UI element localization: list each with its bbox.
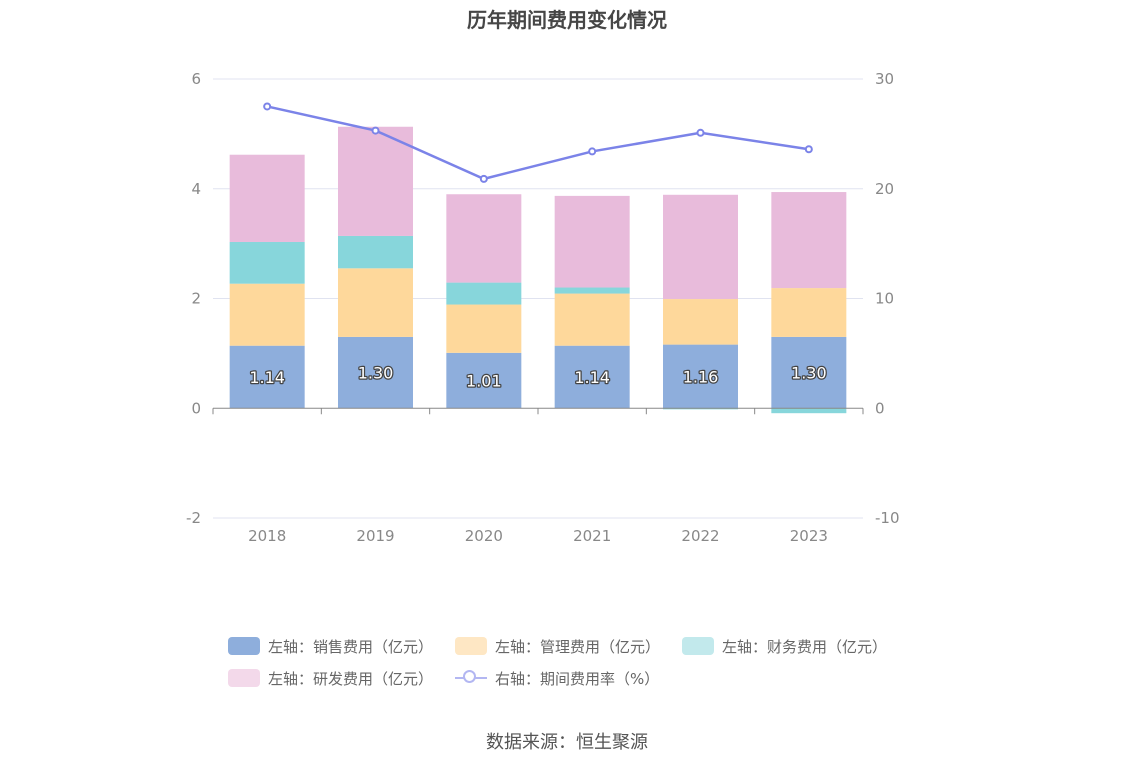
bar-segment (446, 352, 522, 409)
y-right-tick-label: 10 (875, 290, 894, 308)
y-right-tick-label: 20 (875, 180, 894, 198)
bar-segment (446, 282, 522, 305)
bar-segment (338, 235, 413, 269)
bar-series (229, 126, 847, 414)
data-labels: 1.14 1.30 1.01 1.14 1.16 1.30 (248, 362, 828, 391)
bar-segment (771, 408, 847, 414)
bar-segment (229, 241, 305, 284)
legend-label-sales: 左轴：销售费用（亿元） (268, 637, 434, 656)
bar-segment (554, 293, 630, 346)
legend-item-rnd[interactable]: 左轴：研发费用（亿元） (228, 668, 433, 689)
x-tick-label: 2019 (356, 527, 394, 545)
y-left-tick-label: 0 (191, 399, 201, 417)
bar-segment (771, 336, 847, 409)
legend-item-sales[interactable]: 左轴：销售费用（亿元） (228, 636, 433, 657)
legend-item-finance[interactable]: 左轴：财务费用（亿元） (682, 636, 887, 657)
bar-segment (554, 195, 630, 288)
grid-lines (213, 78, 863, 519)
x-tick-label: 2021 (573, 527, 611, 545)
bar-segment (229, 283, 305, 346)
x-tick-label: 2020 (465, 527, 503, 545)
legend-swatch-sales (228, 637, 260, 655)
legend-label-admin: 左轴：管理费用（亿元） (495, 637, 661, 656)
bar-segment (338, 126, 413, 236)
bar-segment (446, 194, 522, 283)
bar-value-label: 1.30 (791, 364, 827, 383)
bar-value-label: 1.30 (358, 364, 394, 383)
x-tick-label: 2023 (790, 527, 828, 545)
legend-swatch-admin (455, 637, 488, 655)
axes: -2 -10 0 0 2 10 4 20 6 30 2018 2019 2020 2021 2022 2023 (186, 70, 899, 545)
bar-value-label: 1.01 (466, 372, 502, 391)
legend-label-finance: 左轴：财务费用（亿元） (722, 637, 888, 656)
bar-segment (229, 154, 305, 242)
bar-segment (663, 408, 738, 410)
data-source: 数据来源：恒生聚源 (486, 732, 648, 753)
rate-point (263, 102, 272, 111)
x-tick-label: 2022 (681, 527, 719, 545)
bar-value-label: 1.16 (683, 367, 719, 386)
y-left-tick-label: 4 (191, 180, 201, 198)
bar-segment (554, 287, 630, 294)
bar-segment (229, 345, 305, 409)
y-right-tick-label: 0 (875, 399, 885, 417)
legend-item-admin[interactable]: 左轴：管理费用（亿元） (455, 636, 660, 657)
rate-line-series (263, 102, 813, 183)
legend-swatch-finance (682, 637, 715, 655)
y-right-tick-label: 30 (875, 70, 894, 88)
bar-segment (446, 304, 522, 353)
chart-plot: -2 -10 0 0 2 10 4 20 6 30 2018 2019 2020 2021 2022 2023… (186, 70, 899, 545)
legend: 左轴：销售费用（亿元） 左轴：管理费用（亿元） 左轴：财务费用（亿元） 左轴：研… (228, 630, 928, 694)
y-left-tick-label: -2 (186, 509, 201, 527)
y-left-tick-label: 2 (191, 290, 201, 308)
rate-line (266, 105, 810, 181)
legend-label-rate: 右轴：期间费用率（%） (495, 669, 660, 688)
legend-item-rate[interactable]: 右轴：期间费用率（%） (455, 668, 659, 689)
rate-point (804, 145, 813, 154)
chart-title: 历年期间费用变化情况 (467, 8, 667, 32)
bar-segment (338, 336, 413, 409)
rate-point (696, 128, 705, 137)
rate-point (479, 174, 488, 183)
y-left-tick-label: 6 (191, 70, 201, 88)
y-right-tick-label: -10 (875, 509, 900, 527)
bar-value-label: 1.14 (249, 368, 285, 387)
bar-segment (663, 194, 738, 300)
legend-swatch-rate (455, 669, 488, 687)
legend-swatch-rnd (228, 669, 260, 687)
bar-segment (338, 268, 413, 337)
rate-point (588, 147, 597, 156)
legend-label-rnd: 左轴：研发费用（亿元） (268, 669, 434, 688)
x-tick-label: 2018 (248, 527, 286, 545)
bar-segment (771, 288, 847, 337)
bar-value-label: 1.14 (574, 368, 610, 387)
rate-point (371, 126, 380, 135)
bar-segment (771, 192, 847, 289)
bar-segment (663, 344, 738, 409)
bar-segment (663, 299, 738, 345)
bar-segment (554, 345, 630, 409)
